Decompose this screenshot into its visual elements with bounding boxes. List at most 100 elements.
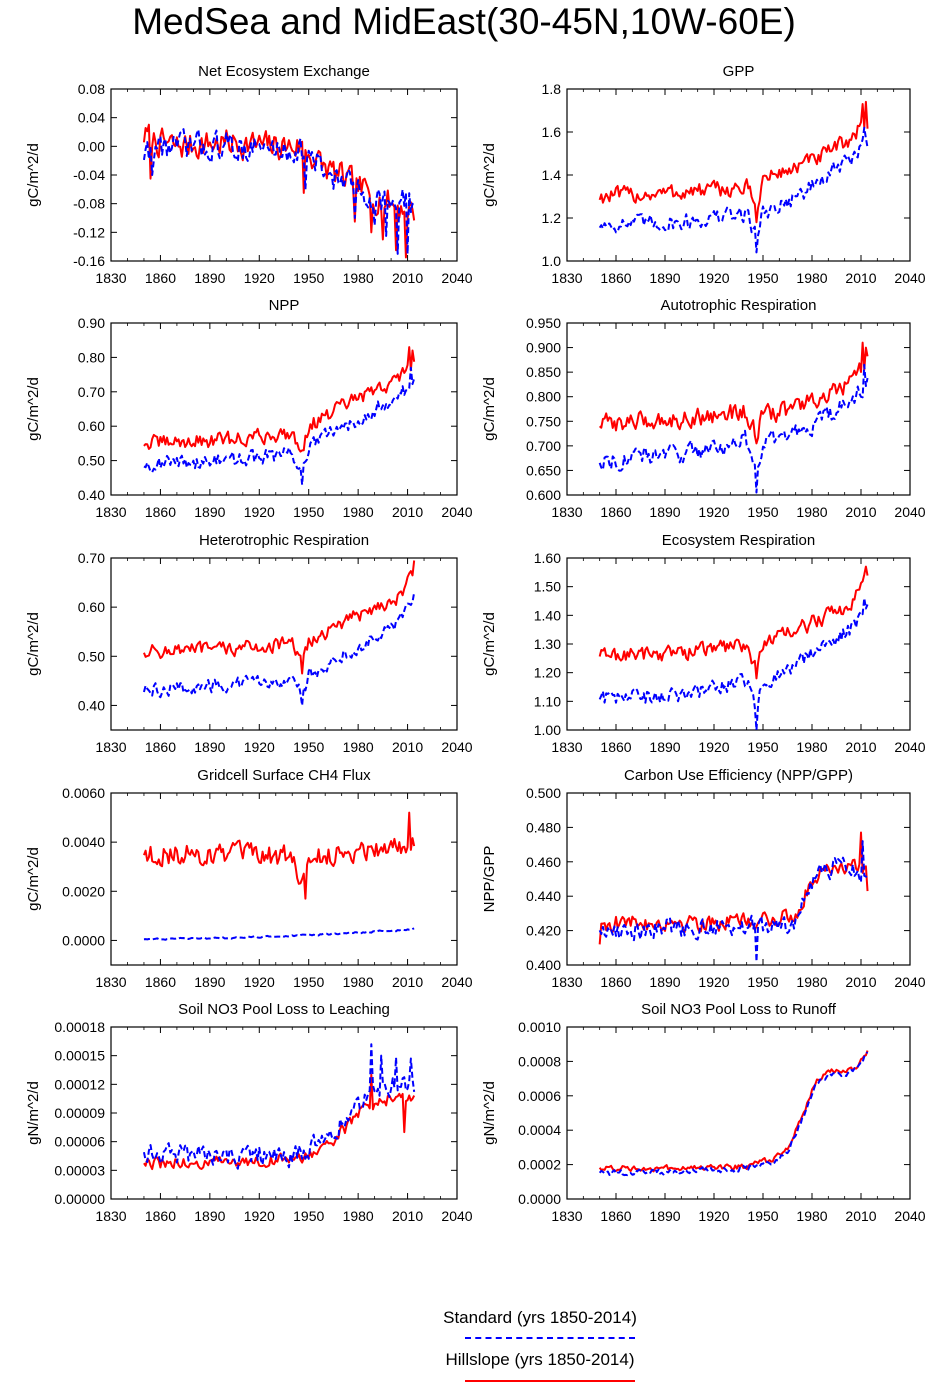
y-tick-label: 0.40 bbox=[78, 487, 105, 503]
series-standard-line bbox=[598, 597, 869, 731]
x-tick-label: 1920 bbox=[698, 1208, 729, 1224]
plot-frame bbox=[566, 792, 911, 966]
x-tick-label: 1890 bbox=[194, 974, 225, 990]
series-hillslope-line bbox=[598, 341, 869, 445]
x-tick-label: 1830 bbox=[551, 270, 582, 286]
x-tick-label: 1890 bbox=[194, 739, 225, 755]
y-tick-label: 0.00003 bbox=[54, 1162, 105, 1178]
x-tick-label: 1890 bbox=[194, 504, 225, 520]
chart-title: Heterotrophic Respiration bbox=[199, 532, 369, 549]
x-tick-label: 1980 bbox=[796, 974, 827, 990]
y-tick-label: 1.20 bbox=[534, 665, 561, 681]
x-tick-label: 1860 bbox=[600, 270, 631, 286]
chart-title: NPP bbox=[269, 297, 300, 314]
chart-title: Gridcell Surface CH4 Flux bbox=[197, 767, 371, 784]
x-tick-label: 1890 bbox=[649, 974, 680, 990]
x-tick-label: 1950 bbox=[747, 739, 778, 755]
y-tick-label: 0.50 bbox=[78, 453, 105, 469]
plot-frame bbox=[110, 792, 458, 966]
x-tick-label: 2040 bbox=[894, 504, 925, 520]
x-tick-label: 1860 bbox=[145, 270, 176, 286]
y-tick-label: -0.08 bbox=[73, 196, 105, 212]
y-axis-label: gC/m^2/d bbox=[481, 143, 498, 207]
y-tick-label: 0.00000 bbox=[54, 1191, 105, 1207]
y-axis-label: NPP/GPP bbox=[481, 846, 498, 913]
x-tick-label: 2010 bbox=[392, 270, 423, 286]
plot-frame bbox=[110, 322, 458, 496]
series-standard-line bbox=[598, 363, 869, 494]
x-tick-label: 1860 bbox=[145, 739, 176, 755]
figure-title: MedSea and MidEast(30-45N,10W-60E) bbox=[132, 1, 796, 42]
series-hillslope-line bbox=[143, 811, 416, 900]
y-tick-label: 0.0020 bbox=[62, 883, 105, 899]
y-tick-label: 0.440 bbox=[526, 888, 561, 904]
x-tick-label: 1830 bbox=[551, 504, 582, 520]
y-tick-label: 1.00 bbox=[534, 722, 561, 738]
x-tick-label: 1920 bbox=[244, 270, 275, 286]
y-axis-label: gN/m^2/d bbox=[481, 1081, 498, 1145]
y-tick-label: 0.480 bbox=[526, 819, 561, 835]
x-tick-label: 2010 bbox=[845, 504, 876, 520]
x-tick-label: 1830 bbox=[95, 739, 126, 755]
y-tick-label: 0.0002 bbox=[518, 1157, 561, 1173]
x-tick-label: 1920 bbox=[698, 974, 729, 990]
x-tick-label: 1950 bbox=[293, 270, 324, 286]
y-tick-label: 0.60 bbox=[78, 418, 105, 434]
y-tick-label: 1.50 bbox=[534, 579, 561, 595]
y-tick-label: 0.950 bbox=[526, 315, 561, 331]
y-axis-label: gC/m^2/d bbox=[25, 143, 42, 207]
series-standard-line bbox=[142, 128, 416, 255]
y-tick-label: 0.400 bbox=[526, 957, 561, 973]
y-tick-label: 0.00015 bbox=[54, 1048, 105, 1064]
x-tick-label: 1950 bbox=[293, 739, 324, 755]
x-tick-label: 2040 bbox=[894, 1208, 925, 1224]
x-tick-label: 1890 bbox=[649, 270, 680, 286]
x-tick-label: 1980 bbox=[343, 270, 374, 286]
x-tick-label: 1860 bbox=[145, 504, 176, 520]
y-tick-label: 0.0040 bbox=[62, 834, 105, 850]
plot-frame bbox=[566, 88, 911, 262]
x-tick-label: 2040 bbox=[894, 739, 925, 755]
y-tick-label: 0.0010 bbox=[518, 1019, 561, 1035]
y-tick-label: 0.00 bbox=[78, 138, 105, 154]
x-tick-label: 1860 bbox=[145, 1208, 176, 1224]
y-axis-label: gC/m^2/d bbox=[25, 847, 42, 911]
x-tick-label: 1950 bbox=[747, 1208, 778, 1224]
chart-title: Soil NO3 Pool Loss to Leaching bbox=[178, 1001, 390, 1018]
x-tick-label: 1920 bbox=[244, 739, 275, 755]
x-tick-label: 1950 bbox=[293, 974, 324, 990]
y-tick-label: 0.00006 bbox=[54, 1134, 105, 1150]
chart-autotrophic-respiration: 1830 1860 1890 1920 1950 1980 2010 2040 0.950 0.9… bbox=[481, 297, 926, 520]
chart-ecosystem-respiration: 1830 1860 1890 1920 1950 1980 2010 2040 1.60 1.50… bbox=[481, 532, 926, 755]
y-tick-label: 1.4 bbox=[542, 167, 562, 183]
x-tick-label: 1920 bbox=[698, 270, 729, 286]
y-axis-label: gC/m^2/d bbox=[481, 612, 498, 676]
y-tick-label: -0.16 bbox=[73, 253, 105, 269]
chart-soil-no3-pool-loss-to-runoff: 1830 1860 1890 1920 1950 1980 2010 2040 0.0010 0.… bbox=[481, 1001, 926, 1224]
y-tick-label: 0.70 bbox=[78, 550, 105, 566]
x-tick-label: 1950 bbox=[293, 504, 324, 520]
series-standard-line bbox=[598, 126, 869, 254]
y-tick-label: 0.90 bbox=[78, 315, 105, 331]
x-tick-label: 2010 bbox=[845, 1208, 876, 1224]
plot-frame bbox=[110, 557, 458, 731]
series-hillslope-line bbox=[143, 560, 416, 675]
y-tick-label: 1.8 bbox=[542, 81, 562, 97]
x-tick-label: 2040 bbox=[441, 504, 472, 520]
plot-frame bbox=[566, 557, 911, 731]
y-tick-label: 0.650 bbox=[526, 462, 561, 478]
y-tick-label: 0.420 bbox=[526, 923, 561, 939]
y-tick-label: 0.600 bbox=[526, 487, 561, 503]
chart-net-ecosystem-exchange: 1830 1860 1890 1920 1950 1980 2010 2040 0.08 0.04… bbox=[25, 63, 473, 286]
y-tick-label: 0.60 bbox=[78, 599, 105, 615]
x-tick-label: 1980 bbox=[796, 270, 827, 286]
y-tick-label: 1.6 bbox=[542, 124, 562, 140]
x-tick-label: 2040 bbox=[441, 1208, 472, 1224]
x-tick-label: 2040 bbox=[894, 974, 925, 990]
y-tick-label: 0.0000 bbox=[518, 1191, 561, 1207]
y-tick-label: 0.700 bbox=[526, 438, 561, 454]
y-tick-label: 0.0000 bbox=[62, 932, 105, 948]
y-tick-label: 1.30 bbox=[534, 636, 561, 652]
y-tick-label: 1.40 bbox=[534, 607, 561, 623]
